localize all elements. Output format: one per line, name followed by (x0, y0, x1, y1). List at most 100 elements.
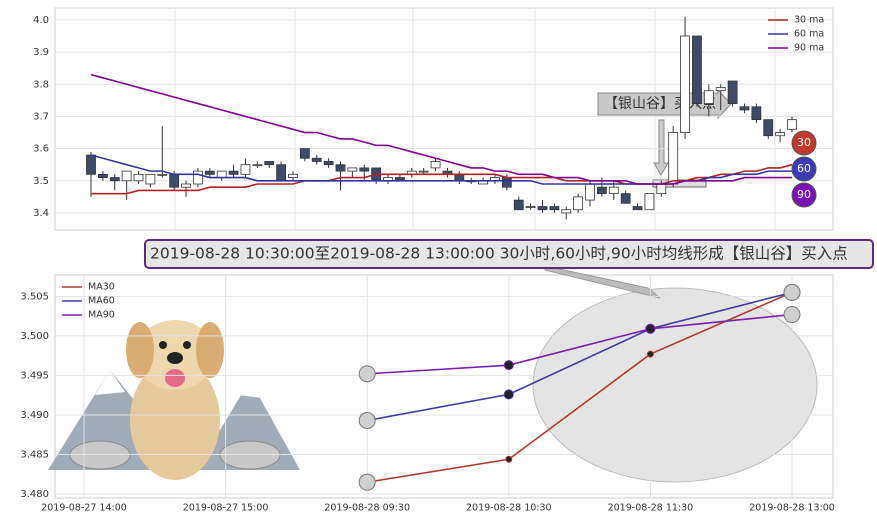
candle-body (763, 119, 774, 137)
candle-body (739, 106, 750, 111)
y-tick-label: 3.5 (33, 176, 49, 187)
candle-body (787, 119, 797, 130)
legend-label: 60 ma (794, 29, 824, 40)
point (646, 350, 654, 358)
top-vgrid (174, 8, 776, 230)
ma-line (367, 313, 793, 375)
x-tick-label: 2019-08-28 13:00 (749, 503, 835, 514)
x-tick-label: 2019-08-28 11:30 (608, 503, 694, 514)
candle-body (703, 90, 714, 104)
candle-body (727, 80, 738, 104)
y-tick-label: 3.500 (20, 331, 49, 342)
ingot-point (783, 306, 801, 324)
ma-line (367, 291, 793, 422)
candle-body (668, 132, 679, 185)
point (503, 389, 514, 400)
y-tick-label: 3.505 (20, 291, 49, 302)
ma-badge (791, 130, 817, 156)
ma-badge (791, 156, 817, 182)
candle-body (228, 170, 239, 175)
candle-body (644, 193, 655, 211)
top-plot-area (54, 7, 834, 231)
candle-body (216, 170, 227, 178)
candle-body (145, 173, 156, 185)
candle-body (549, 206, 560, 211)
x-tick-label: 2019-08-28 09:30 (324, 503, 410, 514)
y-tick-label: 3.8 (33, 79, 49, 90)
y-tick-label: 3.490 (20, 410, 49, 421)
candle-body (359, 167, 370, 172)
candle-body (596, 186, 607, 195)
candle-body (513, 199, 524, 211)
candle-body (157, 173, 168, 176)
candle-body (418, 170, 429, 173)
candle-body (288, 173, 298, 178)
y-tick-label: 4.0 (33, 15, 49, 26)
x-tick-label: 2019-08-28 10:30 (466, 503, 552, 514)
ma-badge (791, 182, 817, 208)
legend-label: MA60 (88, 296, 115, 307)
y-tick-label: 3.9 (33, 47, 49, 58)
title-banner (144, 239, 874, 269)
legend-label: 30 ma (794, 15, 824, 26)
candle-body (193, 170, 203, 185)
ma-line (90, 73, 792, 185)
candle-body (181, 183, 191, 188)
legend-label: MA30 (88, 282, 115, 293)
candle-body (775, 132, 786, 137)
candle-body (347, 167, 358, 172)
x-tick-label: 2019-08-27 15:00 (183, 503, 269, 514)
candle-body (430, 161, 441, 169)
candle-body (264, 161, 275, 166)
y-tick-label: 3.485 (20, 450, 49, 461)
candle-body (133, 173, 144, 182)
y-tick-label: 3.7 (33, 111, 49, 122)
candle-body (252, 164, 263, 167)
ingot-point (358, 412, 376, 430)
candle-body (335, 164, 346, 172)
candle-body (109, 177, 120, 182)
candle-body (692, 35, 702, 104)
point (503, 360, 514, 371)
ma-badge-label: 60 (797, 162, 811, 175)
ma-badge-label: 30 (797, 136, 811, 149)
candle-body (680, 35, 690, 133)
ingot-point (358, 365, 376, 383)
candle-body (608, 186, 619, 195)
candle-body (620, 193, 631, 204)
ingot-point (358, 473, 376, 491)
ma-badge-label: 90 (797, 188, 811, 201)
ingot-point (783, 283, 801, 301)
candle-body (311, 157, 322, 162)
y-tick-label: 3.6 (33, 144, 49, 155)
y-tick-label: 3.480 (20, 489, 49, 500)
x-tick-label: 2019-08-27 14:00 (41, 503, 127, 514)
candle-body (121, 170, 132, 182)
ma-line (367, 291, 793, 483)
candle-body (86, 154, 96, 175)
candle-body (276, 164, 287, 182)
candle-body (585, 183, 595, 201)
candle-body (204, 170, 215, 175)
legend-label: MA90 (88, 310, 115, 321)
candle-body (454, 173, 465, 182)
ma-line (91, 163, 793, 195)
candle-body (751, 106, 762, 121)
decoration (48, 265, 818, 483)
point (505, 455, 513, 463)
chart-title: 2019-08-28 10:30:00至2019-08-28 13:00:00 … (150, 245, 848, 263)
y-tick-label: 3.4 (33, 208, 49, 219)
candle-body (573, 196, 584, 211)
candle-body (537, 206, 548, 211)
candle-body (656, 183, 667, 195)
candle-body (501, 177, 512, 188)
y-tick-label: 3.495 (20, 370, 49, 381)
candle-body (632, 206, 643, 211)
point (645, 323, 656, 334)
candle-body (299, 148, 310, 159)
candle-body (97, 173, 108, 178)
candle-body (240, 164, 251, 175)
candle-body (323, 161, 334, 166)
legend-label: 90 ma (794, 43, 824, 54)
candle-body (715, 87, 726, 92)
